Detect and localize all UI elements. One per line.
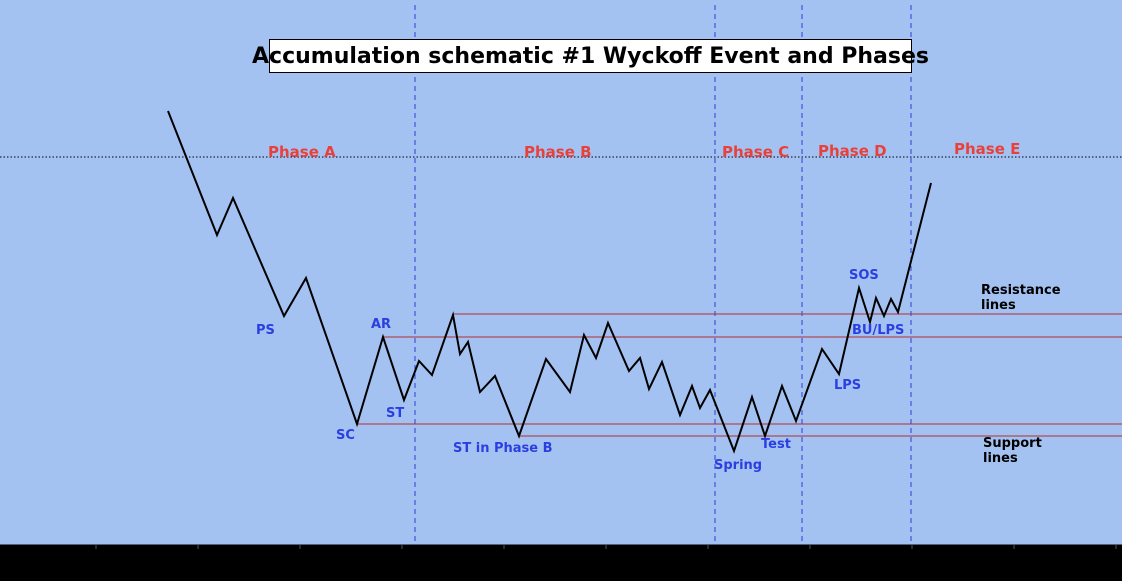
event-ps-label: PS bbox=[256, 323, 275, 338]
resistance-note-line1: Resistance bbox=[981, 283, 1061, 298]
event-test-label: Test bbox=[761, 437, 791, 452]
phase-d-label: Phase D bbox=[818, 142, 887, 160]
diagram-background bbox=[0, 0, 1122, 545]
price-path bbox=[167, 110, 932, 454]
event-spring-label: Spring bbox=[714, 458, 763, 473]
axis-ticks bbox=[95, 545, 1117, 549]
event-st-label: ST bbox=[386, 406, 405, 421]
event-lps-label: LPS bbox=[834, 378, 862, 393]
resistance-note: Resistance lines bbox=[981, 283, 1061, 313]
bottom-band bbox=[0, 545, 1122, 581]
support-note-line2: lines bbox=[983, 451, 1018, 466]
event-st-phase-b-label: ST in Phase B bbox=[453, 441, 553, 456]
event-bu-lps-label: BU/LPS bbox=[852, 323, 905, 338]
event-sos-label: SOS bbox=[849, 268, 879, 283]
phase-c-label: Phase C bbox=[722, 143, 790, 161]
phase-e-label: Phase E bbox=[954, 140, 1021, 158]
event-ar-label: AR bbox=[371, 317, 392, 332]
phase-b-label: Phase B bbox=[524, 143, 592, 161]
resistance-note-line2: lines bbox=[981, 298, 1016, 313]
support-note-line1: Support bbox=[983, 436, 1042, 451]
support-note: Support lines bbox=[983, 436, 1042, 466]
phase-a-label: Phase A bbox=[268, 143, 336, 161]
diagram-title: Accumulation schematic #1 Wyckoff Event … bbox=[252, 39, 929, 73]
event-sc-label: SC bbox=[336, 428, 355, 443]
